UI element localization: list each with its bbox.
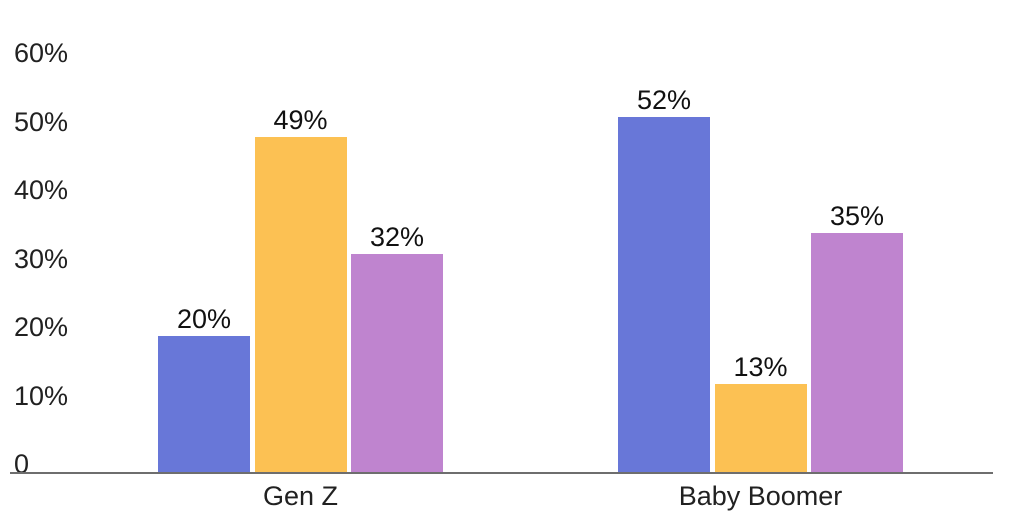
- x-axis-line: [10, 472, 993, 474]
- y-axis-tick-label: 40%: [14, 175, 69, 205]
- y-axis-tick-label: 50%: [14, 106, 69, 137]
- bar-orange: [254, 137, 347, 473]
- bar-value-label: 49%: [273, 105, 328, 136]
- bar-value-label: 20%: [176, 304, 232, 334]
- y-axis-tick-label: 0: [14, 449, 30, 479]
- y-axis-tick-label: 10%: [14, 380, 69, 411]
- bar-orange: [714, 383, 807, 473]
- bar-value-label: 35%: [829, 201, 885, 232]
- y-axis-tick-label: 20%: [14, 312, 69, 342]
- bar-purple: [811, 233, 903, 473]
- category-label: Baby Boomer: [678, 481, 843, 511]
- bar-purple: [351, 253, 443, 473]
- bar-value-label: 13%: [733, 351, 788, 382]
- category-label: Gen Z: [262, 481, 339, 511]
- y-axis-tick-label: 30%: [14, 243, 69, 274]
- y-axis-tick-label: 60%: [14, 38, 69, 68]
- bar-blue: [158, 336, 250, 473]
- bar-value-label: 32%: [369, 221, 425, 252]
- bar-blue: [618, 116, 710, 473]
- bar-value-label: 52%: [636, 84, 692, 115]
